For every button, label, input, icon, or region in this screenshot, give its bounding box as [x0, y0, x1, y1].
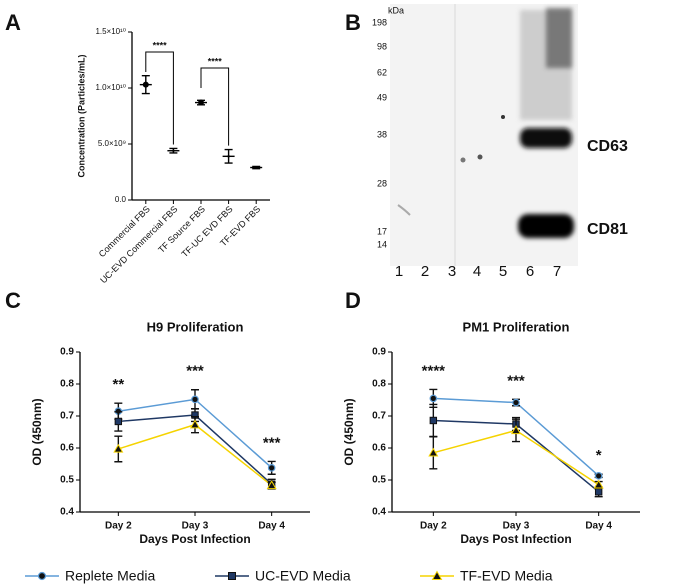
- marker: [510, 425, 522, 435]
- marker: [113, 443, 124, 453]
- marker: [429, 416, 438, 425]
- panel-label: C: [5, 288, 21, 313]
- x-tick-label: Day 2: [105, 521, 132, 532]
- significance-label: ***: [186, 363, 204, 380]
- kda-marker: 62: [377, 67, 387, 77]
- legend-label: TF-EVD Media: [460, 568, 553, 584]
- y-axis-label: OD (450nm): [342, 398, 356, 465]
- x-tick-label: Day 3: [503, 521, 530, 532]
- y-tick-label: 5.0×10⁹: [98, 139, 126, 148]
- lane-label: 1: [395, 263, 403, 280]
- lane-label: 2: [421, 263, 429, 280]
- marker: [428, 447, 439, 457]
- lane-label: 3: [448, 263, 456, 280]
- legend-label: Replete Media: [65, 568, 155, 584]
- marker: [37, 571, 47, 581]
- x-axis-label: Days Post Infection: [139, 532, 250, 546]
- series-line: [118, 423, 273, 487]
- marker: [191, 395, 199, 404]
- significance-label: ****: [153, 40, 168, 50]
- point: [198, 99, 204, 106]
- x-tick-label: Day 3: [182, 521, 209, 532]
- y-tick-label: 0.4: [60, 507, 74, 518]
- lane-label: 7: [553, 263, 561, 280]
- y-tick-label: 0.5: [60, 475, 74, 486]
- y-tick-label: 1.0×10¹⁰: [95, 83, 126, 92]
- kda-marker: 28: [377, 178, 387, 188]
- y-tick-label: 0.7: [372, 411, 386, 422]
- blot-image: [390, 4, 578, 266]
- y-tick-label: 0.9: [60, 347, 74, 358]
- significance-bracket: [145, 51, 174, 145]
- point-tick: [172, 149, 175, 152]
- kda-marker: 17: [377, 226, 387, 236]
- chart-title: PM1 Proliferation: [463, 319, 570, 334]
- significance-bracket: [200, 67, 230, 146]
- marker: [266, 480, 277, 490]
- band-label: CD81: [587, 221, 628, 238]
- lane-label: 6: [526, 263, 534, 280]
- marker: [189, 419, 201, 429]
- significance-label: *: [596, 447, 602, 464]
- significance-label: ****: [422, 362, 446, 379]
- marker: [594, 488, 603, 496]
- y-tick-label: 0.4: [372, 507, 386, 518]
- panel-label: A: [5, 10, 21, 35]
- y-tick-label: 0.8: [60, 379, 74, 390]
- marker: [114, 417, 123, 426]
- significance-label: ***: [263, 434, 281, 451]
- y-axis-label: OD (450nm): [30, 398, 44, 465]
- chart-title: H9 Proliferation: [147, 319, 244, 334]
- x-tick-label: Day 4: [585, 521, 612, 532]
- y-axis-label: Concentration (Particles/mL): [76, 54, 86, 177]
- point-tick: [255, 166, 258, 169]
- marker: [267, 464, 276, 472]
- lane-label: 4: [473, 263, 481, 280]
- y-tick-label: 0.6: [60, 443, 74, 454]
- panel-label: B: [345, 10, 361, 35]
- unit-label: kDa: [388, 5, 404, 15]
- point: [142, 81, 149, 88]
- marker: [594, 472, 603, 480]
- marker: [228, 572, 236, 580]
- legend-label: UC-EVD Media: [255, 568, 351, 584]
- marker: [593, 479, 604, 489]
- x-tick-label: Day 2: [420, 521, 447, 532]
- y-tick-label: 0.7: [60, 411, 74, 422]
- y-tick-label: 0.5: [372, 475, 386, 486]
- band-label: CD63: [587, 138, 628, 155]
- y-tick-label: 1.5×10¹⁰: [95, 27, 126, 36]
- x-tick-label: Day 4: [258, 521, 285, 532]
- y-tick-label: 0.6: [372, 443, 386, 454]
- marker: [431, 570, 443, 580]
- y-tick-label: 0.9: [372, 347, 386, 358]
- y-tick-label: 0.8: [372, 379, 386, 390]
- point-tick: [227, 155, 230, 158]
- marker: [429, 394, 438, 403]
- kda-marker: 49: [377, 92, 387, 102]
- marker: [512, 398, 520, 407]
- significance-label: **: [112, 376, 124, 393]
- x-axis-label: Days Post Infection: [460, 532, 571, 546]
- lane-label: 5: [499, 263, 507, 280]
- kda-marker: 14: [377, 239, 387, 249]
- kda-marker: 98: [377, 41, 387, 51]
- kda-marker: 198: [372, 17, 387, 27]
- significance-label: ***: [507, 372, 525, 389]
- panel-label: D: [345, 288, 361, 313]
- y-tick-label: 0.0: [115, 195, 127, 204]
- kda-marker: 38: [377, 129, 387, 139]
- significance-label: ****: [208, 56, 223, 66]
